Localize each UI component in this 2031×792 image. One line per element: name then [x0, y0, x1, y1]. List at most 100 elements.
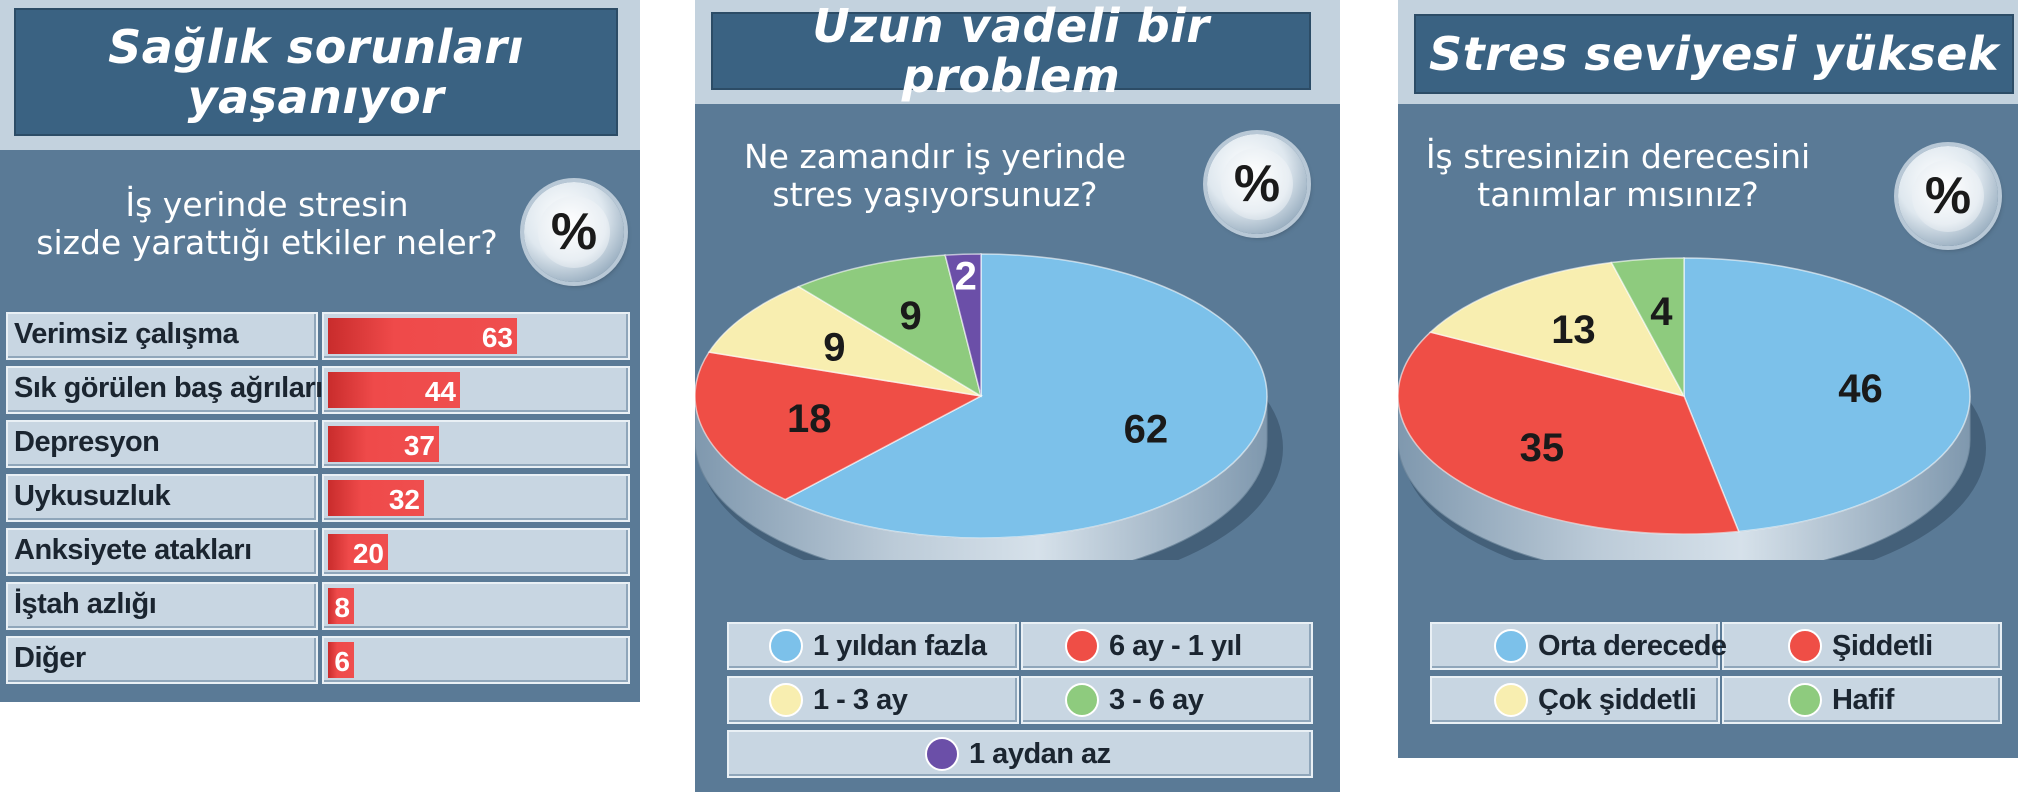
title-line-2: yaşanıyor	[187, 70, 445, 124]
bar-track: 6	[322, 636, 630, 684]
legend-swatch-icon	[1788, 683, 1822, 717]
pie-value-label: 62	[1124, 407, 1169, 451]
bar: 6	[328, 642, 354, 678]
pie-slice	[707, 285, 982, 397]
legend-item: Orta derecede	[1494, 625, 1727, 667]
legend-cell	[1722, 676, 2002, 724]
legend-cell	[1430, 676, 1720, 724]
question-line-2: stres yaşıyorsunuz?	[772, 175, 1098, 214]
bar-category-label: Sık görülen baş ağrıları	[6, 366, 323, 414]
legend-swatch-icon	[1788, 629, 1822, 663]
panel-title: Uzun vadeli bir problem	[711, 1, 1311, 101]
stress-level-panel: Stres seviyesi yüksek İş stresinizin der…	[1398, 0, 2018, 758]
question-text: Ne zamandır iş yerinde stres yaşıyorsunu…	[725, 138, 1145, 214]
panel-title: Stres seviyesi yüksek	[1414, 14, 2014, 94]
legend-cell	[1430, 622, 1720, 670]
pie-value-label: 46	[1838, 367, 1883, 411]
legend-label: Çok şiddetli	[1538, 683, 1697, 716]
percent-icon: %	[1221, 148, 1293, 220]
pie-slice	[1428, 261, 1686, 398]
bar-value-label: 44	[424, 376, 456, 407]
legend-swatch-icon	[769, 629, 803, 663]
bar-track: 20	[322, 528, 630, 576]
pie-value-label: 9	[899, 294, 921, 338]
legend-swatch-icon	[925, 737, 959, 771]
panel-title: Sağlık sorunları yaşanıyor	[14, 8, 618, 136]
duration-panel: Uzun vadeli bir problem Ne zamandır iş y…	[695, 0, 1340, 792]
bar-category-label: Uykusuzluk	[6, 474, 318, 522]
legend-item: Çok şiddetli	[1494, 679, 1697, 721]
bar: 37	[328, 426, 439, 462]
stress-level-pie-chart: 46 35 13 4	[1398, 257, 1986, 560]
question-line-2: tanımlar mısınız?	[1477, 175, 1759, 214]
pie-value-label: 18	[787, 397, 832, 441]
title-line-1: Uzun vadeli bir problem	[812, 0, 1210, 103]
percent-badge: %	[1207, 134, 1307, 234]
bar: 32	[328, 480, 424, 516]
legend-label: 1 aydan az	[969, 737, 1111, 770]
legend-label: 1 - 3 ay	[813, 683, 908, 716]
pie-slice	[1398, 331, 1740, 535]
bar: 8	[328, 588, 354, 624]
bar-value-label: 6	[334, 646, 350, 677]
percent-icon: %	[538, 196, 610, 268]
bar: 20	[328, 534, 388, 570]
legend-cell	[727, 730, 1313, 778]
percent-icon: %	[1912, 160, 1984, 232]
question-text: İş stresinizin derecesini tanımlar mısın…	[1418, 138, 1818, 214]
pie-slice	[797, 254, 983, 398]
bar-track: 63	[322, 312, 630, 360]
pie-slice	[944, 253, 982, 397]
bar-track: 37	[322, 420, 630, 468]
bar: 63	[328, 318, 517, 354]
question-line-1: Ne zamandır iş yerinde	[743, 137, 1127, 176]
legend-item: 1 aydan az	[925, 733, 1111, 775]
question-line-1: İş stresinizin derecesini	[1425, 137, 1811, 176]
bar-value-label: 8	[334, 592, 350, 623]
pie-slice	[783, 253, 1268, 539]
health-effects-panel: Sağlık sorunları yaşanıyor İş yerinde st…	[0, 0, 640, 702]
legend-swatch-icon	[1494, 683, 1528, 717]
pie-value-label: 13	[1551, 308, 1596, 352]
bar-value-label: 37	[403, 430, 435, 461]
legend-label: Hafif	[1832, 683, 1894, 716]
legend-item: Şiddetli	[1788, 625, 1933, 667]
bar-value-label: 63	[481, 322, 513, 353]
bar-value-label: 32	[388, 484, 420, 515]
legend-label: Orta derecede	[1538, 629, 1727, 662]
title-line-1: Stres seviyesi yüksek	[1428, 27, 2000, 81]
bar-track: 8	[322, 582, 630, 630]
pie-value-label: 4	[1650, 290, 1673, 334]
question-line-1: İş yerinde stresin	[125, 185, 409, 224]
legend-swatch-icon	[769, 683, 803, 717]
bar: 44	[328, 372, 460, 408]
legend-swatch-icon	[1065, 683, 1099, 717]
legend-swatch-icon	[1494, 629, 1528, 663]
bar-category-label: Anksiyete atakları	[6, 528, 318, 576]
legend-label: 1 yıldan fazla	[813, 629, 987, 662]
pie-slice	[1610, 257, 1685, 397]
title-line-1: Sağlık sorunları	[108, 20, 524, 74]
legend-swatch-icon	[1065, 629, 1099, 663]
bar-track: 44	[322, 366, 630, 414]
bar-category-label: Diğer	[6, 636, 318, 684]
legend-label: Şiddetli	[1832, 629, 1933, 662]
legend-item: 3 - 6 ay	[1065, 679, 1204, 721]
bar-track: 32	[322, 474, 630, 522]
percent-badge: %	[524, 182, 624, 282]
legend-item: 1 yıldan fazla	[769, 625, 987, 667]
legend-label: 3 - 6 ay	[1109, 683, 1204, 716]
percent-badge: %	[1898, 146, 1998, 246]
legend-item: Hafif	[1788, 679, 1894, 721]
question-line-2: sizde yarattığı etkiler neler?	[36, 223, 498, 262]
pie-value-label: 2	[955, 255, 977, 299]
pie-value-label: 9	[823, 326, 845, 370]
legend-label: 6 ay - 1 yıl	[1109, 629, 1242, 662]
bar-value-label: 20	[352, 538, 384, 569]
bar-category-label: İştah azlığı	[6, 582, 318, 630]
bar-category-label: Depresyon	[6, 420, 318, 468]
bar-category-label: Verimsiz çalışma	[6, 312, 318, 360]
legend-item: 6 ay - 1 yıl	[1065, 625, 1242, 667]
legend-cell	[1722, 622, 2002, 670]
